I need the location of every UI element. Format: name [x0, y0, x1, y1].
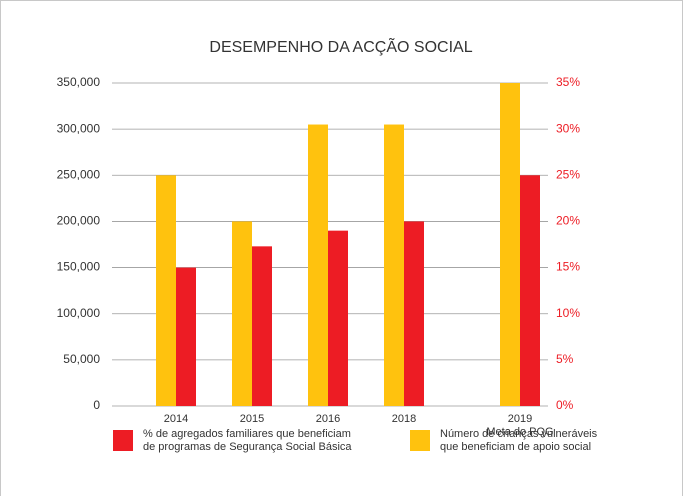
y2-tick-label: 25% [556, 167, 580, 181]
bar [384, 124, 404, 407]
y-tick-label: 200,000 [57, 214, 101, 228]
bar [156, 175, 176, 406]
bar [404, 221, 424, 406]
y2-tick-label: 0% [556, 398, 574, 412]
y-tick-label: 350,000 [57, 75, 101, 89]
x-tick-label: 2019 Meta do PQG [486, 413, 554, 438]
y2-tick-label: 5% [556, 352, 574, 366]
y2-tick-label: 10% [556, 306, 580, 320]
x-tick-label: 2014 [163, 413, 189, 425]
y-tick-label: 250,000 [57, 167, 101, 181]
y2-tick-label: 30% [556, 121, 580, 135]
x-tick-label: 2016 [315, 413, 341, 425]
y-tick-label: 0 [93, 398, 100, 412]
legend-swatch [113, 430, 133, 451]
y2-tick-label: 35% [556, 75, 580, 89]
legend-swatch [410, 430, 430, 451]
x-tick-label: 2015 [239, 413, 265, 425]
y2-tick-label: 20% [556, 214, 580, 228]
bar [252, 246, 272, 406]
bar [176, 267, 196, 406]
y-tick-label: 50,000 [63, 352, 100, 366]
bar [308, 124, 328, 407]
bar [520, 175, 540, 406]
legend-label: Número de crianças vulneráveis que benef… [440, 428, 598, 453]
y-tick-label: 300,000 [57, 121, 101, 135]
x-tick-label: 2018 [391, 413, 417, 425]
legend-label: % de agregados familiares que beneficiam… [143, 428, 352, 453]
y-tick-label: 100,000 [57, 306, 101, 320]
y2-tick-label: 15% [556, 260, 580, 274]
bar [328, 230, 348, 406]
chart-title: DESEMPENHO DA ACÇÃO SOCIAL [209, 36, 472, 56]
y-tick-label: 150,000 [57, 260, 101, 274]
bar [232, 221, 252, 406]
bar [500, 83, 520, 406]
